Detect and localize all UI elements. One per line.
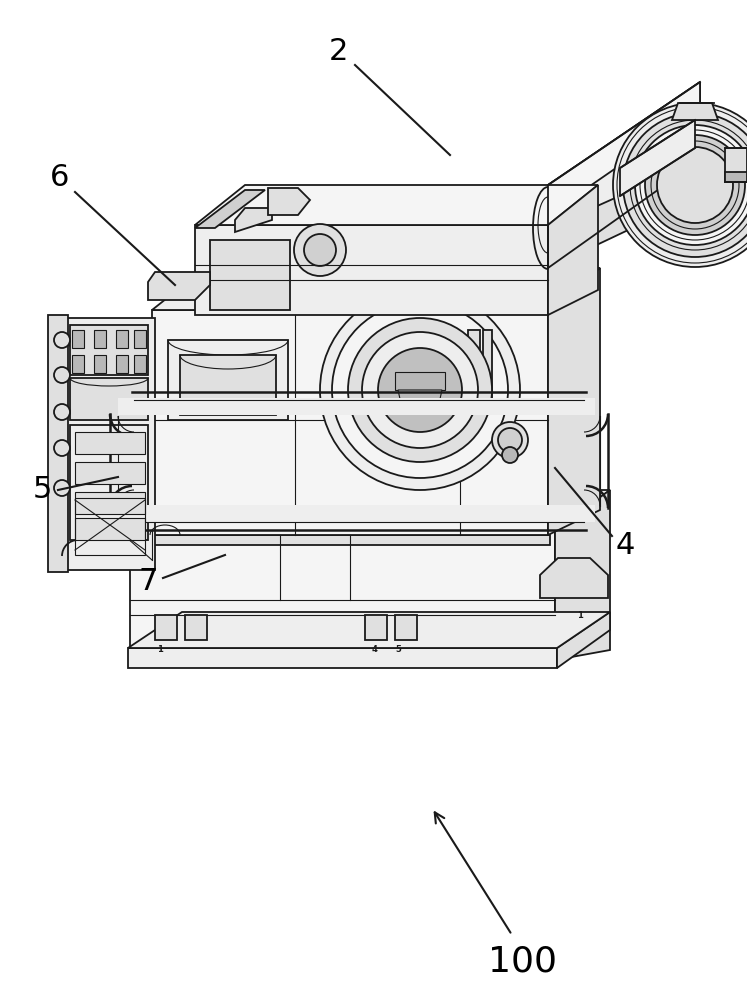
Polygon shape (118, 398, 595, 415)
Text: 1: 1 (157, 646, 163, 654)
Polygon shape (135, 535, 550, 545)
Polygon shape (48, 315, 68, 572)
Polygon shape (180, 355, 276, 415)
Polygon shape (75, 432, 145, 454)
Polygon shape (134, 330, 146, 348)
Polygon shape (75, 492, 145, 514)
Polygon shape (210, 240, 290, 310)
Polygon shape (548, 185, 598, 315)
Polygon shape (152, 268, 600, 310)
Circle shape (54, 367, 70, 383)
Text: 6: 6 (50, 163, 69, 192)
Polygon shape (168, 340, 288, 420)
Polygon shape (70, 325, 148, 375)
Polygon shape (548, 82, 700, 268)
Text: 7: 7 (138, 568, 158, 596)
Polygon shape (152, 310, 548, 535)
Polygon shape (395, 372, 445, 390)
Polygon shape (130, 490, 610, 530)
Polygon shape (548, 82, 700, 215)
Polygon shape (72, 355, 84, 373)
Polygon shape (72, 330, 84, 348)
Circle shape (657, 147, 733, 223)
Polygon shape (195, 225, 548, 315)
Text: 2: 2 (329, 37, 347, 66)
Polygon shape (185, 615, 207, 640)
Polygon shape (70, 425, 148, 540)
Polygon shape (725, 172, 747, 182)
Polygon shape (548, 268, 600, 535)
Polygon shape (128, 648, 557, 668)
Polygon shape (365, 615, 387, 640)
Circle shape (320, 290, 520, 490)
Polygon shape (548, 160, 700, 268)
Polygon shape (62, 318, 155, 570)
Polygon shape (725, 148, 747, 182)
Polygon shape (70, 378, 148, 420)
Text: 4: 4 (616, 530, 635, 560)
Circle shape (378, 348, 462, 432)
Circle shape (492, 422, 528, 458)
Polygon shape (116, 330, 128, 348)
Circle shape (635, 125, 747, 245)
Circle shape (498, 428, 522, 452)
Polygon shape (395, 615, 417, 640)
Text: 5: 5 (32, 476, 52, 504)
Polygon shape (398, 390, 442, 408)
Text: 4: 4 (372, 646, 378, 654)
Polygon shape (134, 355, 146, 373)
Circle shape (613, 103, 747, 267)
Polygon shape (148, 272, 210, 300)
Polygon shape (540, 558, 608, 598)
Polygon shape (130, 530, 555, 660)
Polygon shape (94, 330, 106, 348)
Polygon shape (75, 462, 145, 484)
Circle shape (54, 440, 70, 456)
Circle shape (54, 404, 70, 420)
Circle shape (645, 135, 745, 235)
Polygon shape (155, 615, 177, 640)
Polygon shape (235, 208, 272, 232)
Polygon shape (195, 185, 598, 225)
Polygon shape (128, 612, 610, 648)
Polygon shape (557, 612, 610, 668)
Text: 1: 1 (577, 610, 583, 619)
Circle shape (332, 302, 508, 478)
Polygon shape (483, 330, 492, 400)
Polygon shape (118, 505, 595, 522)
Circle shape (348, 318, 492, 462)
Circle shape (54, 480, 70, 496)
Polygon shape (94, 355, 106, 373)
Polygon shape (75, 518, 145, 540)
Text: 100: 100 (489, 945, 557, 979)
Polygon shape (555, 490, 610, 660)
Circle shape (502, 447, 518, 463)
Polygon shape (468, 330, 480, 400)
Circle shape (304, 234, 336, 266)
Circle shape (362, 332, 478, 448)
Polygon shape (195, 190, 265, 228)
Text: 5: 5 (395, 646, 401, 654)
Circle shape (54, 332, 70, 348)
Circle shape (294, 224, 346, 276)
Polygon shape (672, 103, 718, 120)
Polygon shape (268, 188, 310, 215)
Polygon shape (620, 120, 695, 196)
Polygon shape (116, 355, 128, 373)
Circle shape (623, 113, 747, 257)
